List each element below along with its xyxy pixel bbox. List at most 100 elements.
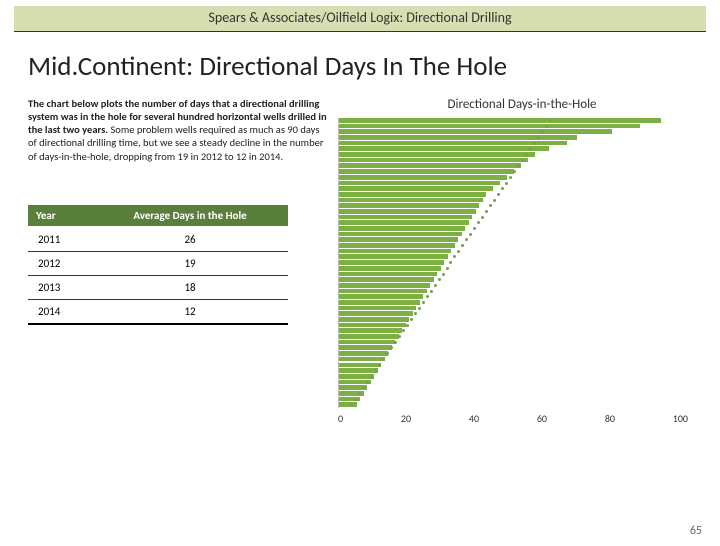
header-bar: Spears & Associates/Oilfield Logix: Dire… <box>14 6 706 32</box>
dot <box>501 187 504 190</box>
cell-val: 26 <box>92 227 288 252</box>
bar <box>339 266 441 271</box>
x-axis: 0 20 40 60 80 100 <box>338 412 688 425</box>
dot <box>465 238 468 241</box>
dot <box>434 284 437 287</box>
bar <box>339 357 385 362</box>
dot <box>453 255 456 258</box>
bar <box>339 340 395 345</box>
dot <box>521 159 524 162</box>
dot <box>457 250 460 253</box>
table-row: 201412 <box>28 299 288 324</box>
cell-year: 2011 <box>28 227 92 252</box>
dot <box>477 221 480 224</box>
bar <box>339 328 402 333</box>
bar <box>339 163 521 168</box>
bar <box>339 311 413 316</box>
cell-year: 2012 <box>28 251 92 275</box>
dot <box>386 352 389 355</box>
x-tick: 20 <box>401 412 411 425</box>
bar <box>339 146 549 151</box>
bar <box>339 135 577 140</box>
dot <box>461 244 464 247</box>
bar <box>339 192 486 197</box>
bar <box>339 243 455 248</box>
bar <box>339 158 528 163</box>
x-tick: 0 <box>338 412 343 425</box>
table-row: 201126 <box>28 227 288 252</box>
bar <box>339 186 493 191</box>
bar <box>339 175 507 180</box>
right-column: Directional Days-in-the-Hole 0 20 40 60 80 10… <box>328 97 706 425</box>
dot <box>354 398 357 401</box>
col-avg: Average Days in the Hole <box>92 205 288 227</box>
bar <box>339 129 612 134</box>
cell-year: 2014 <box>28 299 92 324</box>
dot <box>398 335 401 338</box>
dot <box>533 142 536 145</box>
bar <box>339 289 427 294</box>
bar <box>339 323 406 328</box>
bar <box>339 351 388 356</box>
dot <box>402 329 405 332</box>
dot <box>442 273 445 276</box>
dot <box>370 375 373 378</box>
page-title: Mid.Continent: Directional Days In The H… <box>28 50 706 83</box>
cell-val: 19 <box>92 251 288 275</box>
x-tick: 100 <box>673 412 688 425</box>
dot <box>549 119 552 122</box>
dot <box>505 182 508 185</box>
left-column: The chart below plots the number of days… <box>28 97 328 425</box>
chart-area <box>338 118 688 408</box>
bar <box>339 363 381 368</box>
bar <box>339 374 374 379</box>
dot <box>473 227 476 230</box>
bar <box>339 232 462 237</box>
dot <box>418 307 421 310</box>
dot <box>422 301 425 304</box>
bar <box>339 215 472 220</box>
chart-title: Directional Days-in-the-Hole <box>338 97 706 112</box>
dot <box>485 210 488 213</box>
table-row: 201219 <box>28 251 288 275</box>
cell-year: 2013 <box>28 275 92 299</box>
dot <box>469 233 472 236</box>
x-tick: 60 <box>537 412 547 425</box>
page-number: 65 <box>690 524 702 538</box>
dot <box>378 364 381 367</box>
dot <box>497 193 500 196</box>
bar <box>339 277 434 282</box>
dot <box>394 341 397 344</box>
description: The chart below plots the number of days… <box>28 97 328 163</box>
dot <box>358 392 361 395</box>
x-tick: 80 <box>605 412 615 425</box>
bar <box>339 254 448 259</box>
dot <box>509 176 512 179</box>
dot <box>513 170 516 173</box>
dot <box>481 216 484 219</box>
dot <box>438 278 441 281</box>
x-tick: 40 <box>469 412 479 425</box>
dot <box>382 358 385 361</box>
dot <box>489 204 492 207</box>
bar <box>339 334 399 339</box>
bar <box>339 198 483 203</box>
bar <box>339 181 500 186</box>
bar <box>339 317 409 322</box>
bar <box>339 283 430 288</box>
dot <box>414 312 417 315</box>
bar <box>339 249 451 254</box>
dot <box>410 318 413 321</box>
bar <box>339 306 416 311</box>
bar <box>339 209 476 214</box>
bar <box>339 294 423 299</box>
bar <box>339 226 465 231</box>
bar <box>339 203 479 208</box>
bar <box>339 300 420 305</box>
dot <box>426 295 429 298</box>
bar <box>339 118 661 123</box>
dot <box>366 381 369 384</box>
bar <box>339 402 357 407</box>
bar <box>339 345 392 350</box>
dot <box>406 324 409 327</box>
